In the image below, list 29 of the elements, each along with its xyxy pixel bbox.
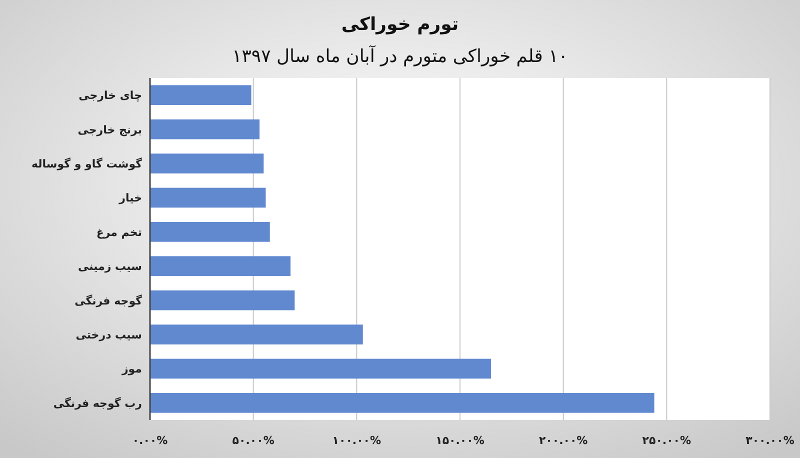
y-tick-label: برنج خارجی — [78, 123, 142, 136]
x-tick-label: ۰.۰۰% — [132, 434, 168, 447]
y-tick-label: گوشت گاو و گوساله — [32, 158, 143, 170]
x-tick-label: ۲۵۰.۰۰% — [642, 434, 692, 447]
x-tick-label: ۲۰۰.۰۰% — [538, 434, 588, 447]
bar — [150, 85, 252, 106]
y-tick-label: موز — [120, 362, 142, 376]
x-tick-label: ۳۰۰.۰۰% — [746, 434, 794, 447]
bar — [150, 256, 291, 276]
bar — [150, 324, 363, 344]
y-tick-label: سیب زمینی — [78, 260, 142, 274]
bar — [150, 154, 264, 174]
y-tick-label: چای خارجی — [78, 89, 142, 102]
x-tick-label: ۱۰۰.۰۰% — [332, 434, 382, 447]
y-tick-label: تخم مرغ — [96, 226, 142, 239]
x-tick-label: ۵۰.۰۰% — [232, 434, 274, 447]
x-tick-label: ۱۵۰.۰۰% — [436, 434, 484, 447]
bar — [150, 222, 270, 242]
y-tick-label: سیب درختی — [76, 328, 142, 342]
bar — [150, 188, 266, 208]
y-tick-label: رب گوجه فرنگی — [53, 396, 142, 410]
bar — [150, 358, 491, 379]
bar — [150, 392, 654, 413]
bar — [150, 119, 260, 140]
chart-title: تورم خوراکی — [341, 14, 459, 35]
y-tick-label: گوجه فرنگی — [74, 294, 143, 308]
y-tick-label: خیار — [118, 192, 142, 205]
chart-subtitle: ۱۰ قلم خوراکی متورم در آبان ماه سال ۱۳۹۷ — [232, 45, 568, 67]
bar — [150, 290, 295, 310]
